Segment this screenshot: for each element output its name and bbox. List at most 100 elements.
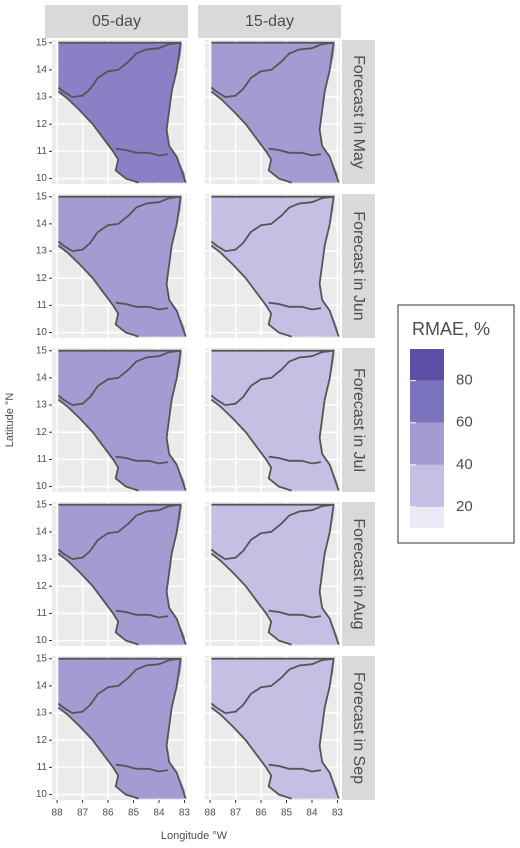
row-strip <box>342 502 375 646</box>
map-border <box>115 609 169 619</box>
y-tick-label: 13 <box>36 92 48 103</box>
map-border <box>58 41 187 183</box>
map-border <box>57 90 139 184</box>
x-tick-label: 87 <box>77 808 89 819</box>
x-tick-label: 86 <box>102 808 114 819</box>
map-border <box>211 503 340 645</box>
map-fill <box>58 350 186 491</box>
map-border <box>210 41 334 99</box>
x-tick-label: 85 <box>128 808 140 819</box>
y-tick-label: 10 <box>36 173 48 184</box>
map-border <box>115 147 169 157</box>
y-tick-label: 14 <box>36 681 48 692</box>
row-strip <box>342 348 375 492</box>
row-strip <box>342 40 375 184</box>
map-border <box>57 349 181 407</box>
map-border <box>58 657 187 799</box>
legend-tick-label: 40 <box>456 456 473 473</box>
y-tick-label: 11 <box>37 300 48 311</box>
map-border <box>210 657 334 715</box>
y-tick-label: 14 <box>36 65 48 76</box>
y-tick-label: 11 <box>37 608 48 619</box>
legend-swatch <box>410 422 444 465</box>
y-tick-label: 13 <box>36 246 48 257</box>
y-tick-label: 12 <box>36 273 48 284</box>
y-tick-label: 10 <box>36 635 48 646</box>
map-border <box>268 147 322 157</box>
map-border <box>57 398 139 492</box>
y-axis-label: Latitude °N <box>4 393 16 448</box>
row-label: Forecast in Jul <box>350 368 367 472</box>
legend-tick-label: 80 <box>456 372 473 389</box>
y-tick-label: 14 <box>36 219 48 230</box>
x-tick-label: 88 <box>52 808 64 819</box>
legend-swatch <box>410 506 444 528</box>
map-fill <box>211 350 339 491</box>
y-tick-label: 10 <box>36 481 48 492</box>
map-fill <box>58 504 186 645</box>
x-tick-label: 83 <box>179 808 191 819</box>
map-border <box>115 301 169 311</box>
map-border <box>268 763 322 773</box>
x-tick-label: 84 <box>306 808 318 819</box>
y-tick-label: 13 <box>36 400 48 411</box>
y-tick-label: 12 <box>36 581 48 592</box>
y-tick-label: 12 <box>36 119 48 130</box>
y-tick-label: 14 <box>36 527 48 538</box>
legend-swatch <box>410 380 444 423</box>
column-strip <box>45 5 188 38</box>
y-tick-label: 10 <box>36 789 48 800</box>
map-fill <box>211 42 339 183</box>
y-tick-label: 15 <box>36 37 48 48</box>
legend-tick-label: 20 <box>456 498 473 515</box>
map-border <box>210 244 292 338</box>
column-label: 15-day <box>245 13 294 30</box>
x-axis-label: Longitude °W <box>161 830 228 842</box>
map-border <box>57 657 181 715</box>
x-tick-label: 86 <box>255 808 267 819</box>
map-border <box>210 349 334 407</box>
y-tick-label: 11 <box>37 762 48 773</box>
map-border <box>210 503 334 561</box>
row-label: Forecast in Aug <box>350 518 367 629</box>
y-tick-label: 15 <box>36 499 48 510</box>
y-tick-label: 13 <box>36 554 48 565</box>
map-fill <box>58 196 186 337</box>
map-fill <box>211 658 339 799</box>
map-border <box>211 657 340 799</box>
x-tick-label: 88 <box>205 808 217 819</box>
y-tick-label: 10 <box>36 327 48 338</box>
y-tick-label: 15 <box>36 191 48 202</box>
y-tick-label: 12 <box>36 427 48 438</box>
x-tick-label: 84 <box>153 808 165 819</box>
map-border <box>211 41 340 183</box>
legend-swatch <box>410 349 444 381</box>
map-fill <box>58 658 186 799</box>
legend-swatch <box>410 464 444 507</box>
map-border <box>57 41 181 99</box>
map-border <box>210 552 292 646</box>
legend-tick-label: 60 <box>456 414 473 431</box>
map-border <box>210 398 292 492</box>
map-border <box>210 706 292 800</box>
map-border <box>57 706 139 800</box>
y-tick-label: 14 <box>36 373 48 384</box>
y-tick-label: 11 <box>37 454 48 465</box>
map-border <box>57 503 181 561</box>
map-border <box>58 195 187 337</box>
map-border <box>58 349 187 491</box>
y-tick-label: 11 <box>37 146 48 157</box>
map-border <box>268 301 322 311</box>
map-border <box>211 195 340 337</box>
map-fill <box>58 42 186 183</box>
map-border <box>210 90 292 184</box>
map-border <box>57 552 139 646</box>
map-border <box>58 503 187 645</box>
y-tick-label: 12 <box>36 735 48 746</box>
row-label: Forecast in Jun <box>350 211 367 320</box>
legend-title: RMAE, % <box>412 319 490 339</box>
column-strip <box>198 5 341 38</box>
map-fill <box>211 196 339 337</box>
x-tick-label: 85 <box>281 808 293 819</box>
